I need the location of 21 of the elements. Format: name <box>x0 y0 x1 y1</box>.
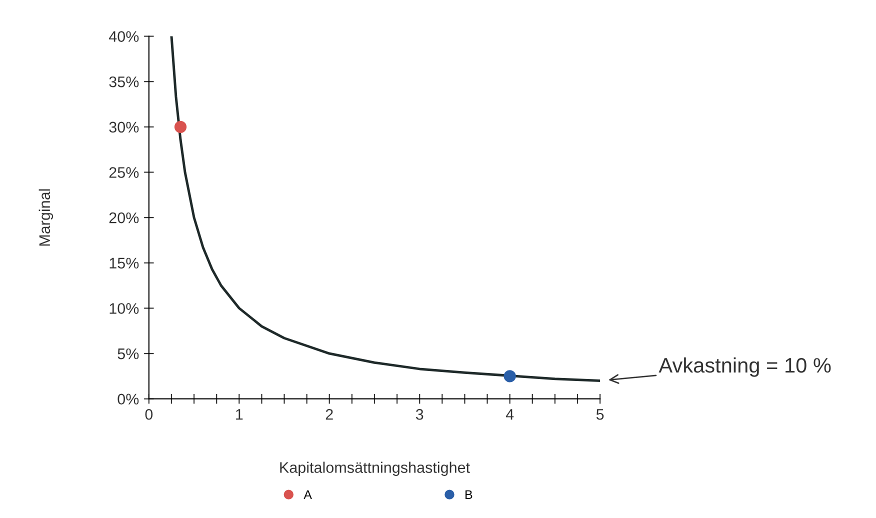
y-axis-title: Marginal <box>38 189 54 246</box>
legend-label: B <box>466 490 472 499</box>
x-tick-label: 0 <box>145 408 153 420</box>
x-tick-label: 3 <box>416 408 424 420</box>
y-tick-label: 40% <box>108 31 139 42</box>
annotation: Avkastning = 10 % <box>658 357 831 377</box>
y-tick-label: 0% <box>118 394 139 405</box>
y-tick-label: 5% <box>118 348 139 360</box>
y-tick-label: 15% <box>110 258 139 269</box>
y-tick-label: 35% <box>109 76 139 88</box>
y-tick-label: 10% <box>110 303 139 314</box>
x-tick-label: 4 <box>506 409 514 420</box>
legend-label: A <box>304 490 312 499</box>
x-tick-label: 2 <box>326 408 333 420</box>
x-tick-label: 5 <box>596 409 604 420</box>
y-tick-label: 25% <box>109 167 139 178</box>
x-axis-title: Kapitalomsättningshastighet <box>280 462 470 476</box>
x-tick-label: 1 <box>236 409 243 420</box>
y-tick-label: 30% <box>109 122 139 133</box>
y-tick-label: 20% <box>109 212 139 224</box>
line-series <box>170 36 600 382</box>
